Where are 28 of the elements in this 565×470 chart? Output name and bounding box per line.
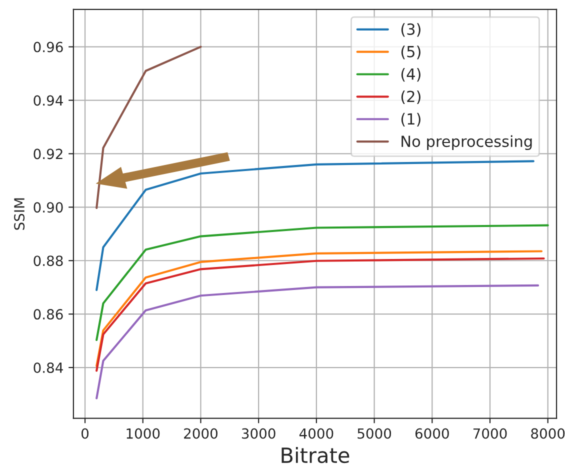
- legend-label: (5): [401, 46, 420, 60]
- legend-label: No preprocessing: [402, 135, 532, 150]
- x-tick-label: 1000: [126, 428, 160, 439]
- x-tick-label: 0: [82, 428, 89, 439]
- x-tick-label: 3000: [242, 428, 276, 439]
- y-axis-title: SSIM: [14, 198, 25, 230]
- line-series: [96, 284, 540, 400]
- legend-label: (1): [401, 112, 420, 126]
- legend-label: (4): [401, 68, 420, 82]
- y-tick-label: 0.96: [34, 42, 63, 52]
- line-series: [96, 224, 549, 342]
- y-tick-label: 0.84: [34, 362, 63, 373]
- x-tick-label: 6000: [415, 428, 449, 439]
- x-tick-label: 4000: [299, 428, 334, 439]
- legend-label: (2): [401, 90, 420, 104]
- line-series: [96, 160, 534, 292]
- x-axis-title: Bitrate: [282, 447, 350, 464]
- y-tick-label: 0.94: [34, 95, 63, 106]
- x-tick-label: 5000: [358, 428, 392, 439]
- y-tick-label: 0.90: [34, 202, 63, 213]
- y-tick-label: 0.86: [34, 309, 63, 320]
- x-tick-label: 8000: [531, 428, 565, 439]
- line-series: [96, 46, 202, 210]
- y-tick-label: 0.92: [34, 148, 62, 160]
- y-tick-label: 0.88: [34, 256, 63, 266]
- legend-label: (3): [401, 23, 420, 37]
- x-tick-label: 2000: [184, 428, 218, 439]
- x-tick-label: 7000: [473, 428, 507, 439]
